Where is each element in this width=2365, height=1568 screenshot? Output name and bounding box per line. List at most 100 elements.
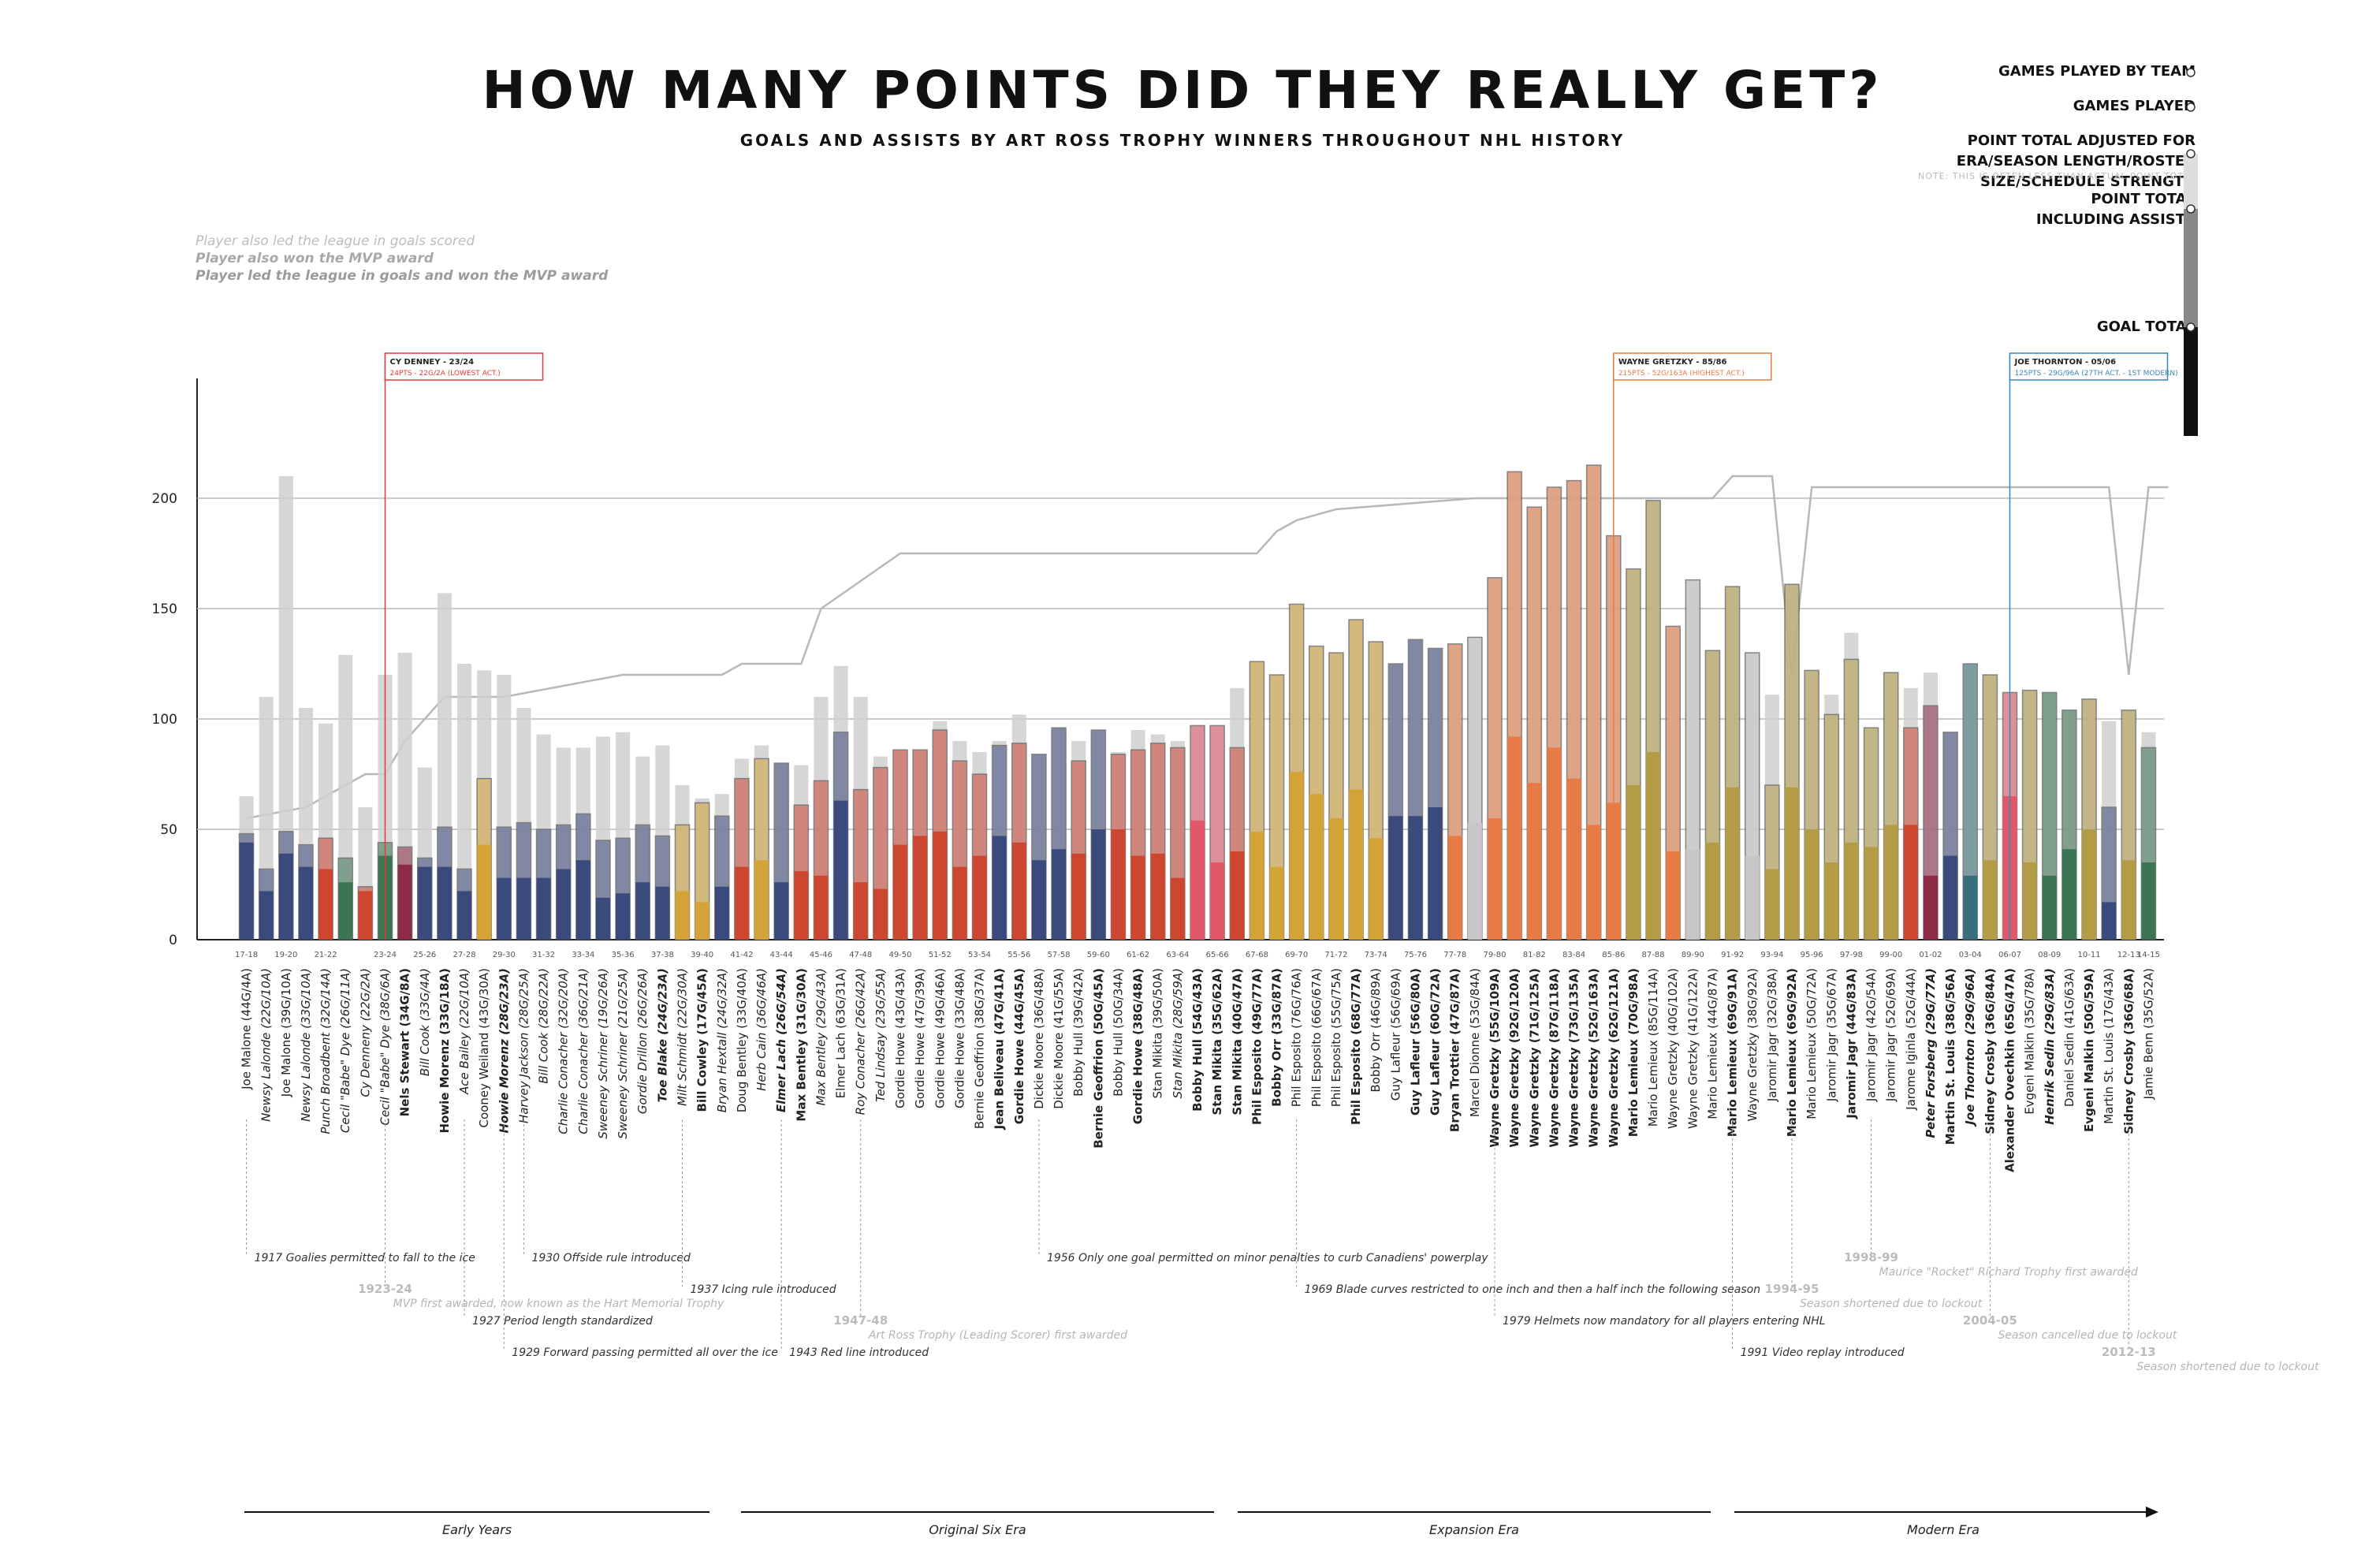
player-label: Wayne Gretzky (41G/122A) <box>1685 968 1700 1129</box>
goals-bar <box>1586 825 1601 940</box>
player-label: Howie Morenz (28G/23A) <box>497 968 511 1134</box>
goals-bar <box>754 860 769 940</box>
legend-adjusted-note: NOTE: THIS IS OFTEN LESS THAN ACTUAL POI… <box>1918 171 2196 181</box>
goals-bar <box>259 891 274 940</box>
goals-bar <box>695 902 710 940</box>
note-goals-mvp: Player led the league in goals and won t… <box>196 268 609 284</box>
season-label: 47-48 <box>849 951 872 959</box>
legend-marker <box>2186 204 2196 214</box>
goals-bar <box>1685 849 1700 940</box>
season-label: 23-24 <box>374 951 397 959</box>
season-label: 89-90 <box>1682 951 1704 959</box>
player-label: Joe Malone (44G/4A) <box>240 968 254 1090</box>
season-label: 39-40 <box>691 951 713 959</box>
goals-bar <box>1943 855 1958 940</box>
legend-team-games: GAMES PLAYED BY TEAM <box>1998 63 2196 80</box>
goals-bar <box>1883 825 1898 940</box>
goals-bar <box>2061 849 2076 940</box>
timeline-year: 1923-24 <box>358 1282 412 1296</box>
legend-marker <box>2186 322 2196 332</box>
timeline-note: MVP first awarded, now known as the Hart… <box>393 1298 724 1310</box>
season-label: 41-42 <box>730 951 753 959</box>
season-label: 01-02 <box>1919 951 1942 959</box>
player-label: Evgeni Malkin (50G/59A) <box>2082 968 2096 1132</box>
season-label: 17-18 <box>235 951 258 959</box>
player-label: Stan Mikita (39G/50A) <box>1151 968 1165 1099</box>
era-label: Original Six Era <box>929 1522 1026 1537</box>
y-tick-label: 50 <box>160 822 177 838</box>
legend-swatch-points <box>2184 209 2198 327</box>
player-label: Gordie Howe (44G/45A) <box>1012 968 1026 1124</box>
season-label: 73-74 <box>1365 951 1387 959</box>
season-label: 71-72 <box>1324 951 1347 959</box>
goals-bar <box>1547 747 1562 940</box>
goals-bar <box>1269 866 1284 940</box>
era-arrow-head <box>2146 1507 2158 1518</box>
player-label: Jamie Benn (35G/52A) <box>2141 968 2155 1101</box>
goals-bar <box>1725 787 1740 940</box>
season-label: 51-52 <box>929 951 952 959</box>
goals-bar <box>556 869 571 940</box>
legend-swatch-goals <box>2184 327 2198 436</box>
player-label: Herb Cain (36G/46A) <box>754 968 769 1091</box>
player-label: Wayne Gretzky (55G/109A) <box>1488 968 1502 1148</box>
player-label: Cooney Weiland (43G/30A) <box>477 968 491 1128</box>
player-label: Phil Esposito (76G/76A) <box>1290 968 1304 1107</box>
season-label: 91-92 <box>1721 951 1744 959</box>
goals-bar <box>1983 860 1998 940</box>
callout-text: 215PTS - 52G/163A (HIGHEST ACT.) <box>1618 370 1745 378</box>
season-label: 37-38 <box>651 951 674 959</box>
season-label: 33-34 <box>572 951 594 959</box>
player-label: Jaromir Jagr (35G/67A) <box>1824 968 1838 1102</box>
goals-bar <box>1111 829 1126 940</box>
player-label: Gordie Howe (49G/46A) <box>933 968 947 1108</box>
player-label: Newsy Lalonde (33G/10A) <box>299 968 313 1122</box>
season-label: 31-32 <box>532 951 555 959</box>
goals-bar <box>1824 862 1839 940</box>
callout-box <box>384 352 544 381</box>
player-label: Ace Bailey (22G/10A) <box>457 968 471 1095</box>
player-label: Marcel Dionne (53G/84A) <box>1468 968 1482 1117</box>
player-label: Charlie Conacher (32G/20A) <box>557 968 571 1134</box>
player-label: Mario Lemieux (44G/87A) <box>1705 968 1719 1119</box>
player-label: Phil Esposito (66G/67A) <box>1309 968 1324 1107</box>
season-label: 59-60 <box>1087 951 1110 959</box>
goals-bar <box>635 882 650 940</box>
goals-bar <box>2121 860 2136 940</box>
player-label: Phil Esposito (55G/75A) <box>1329 968 1343 1107</box>
goals-bar <box>1052 849 1067 940</box>
player-label: Wayne Gretzky (71G/125A) <box>1527 968 1541 1148</box>
goals-bar <box>833 800 848 940</box>
player-label: Jaromir Jagr (42G/54A) <box>1864 968 1879 1102</box>
player-label: Stan Mikita (40G/47A) <box>1230 968 1244 1115</box>
note-goals-leader: Player also led the league in goals scor… <box>196 233 475 249</box>
season-label: 06-07 <box>1998 951 2021 959</box>
goals-bar <box>1328 818 1343 940</box>
goals-bar <box>1864 847 1879 940</box>
goals-bar <box>239 842 254 940</box>
goals-bar <box>952 866 967 940</box>
player-label: Wayne Gretzky (73G/135A) <box>1567 968 1581 1148</box>
goals-bar <box>2042 875 2057 940</box>
timeline-note: 1930 Offside rule introduced <box>531 1252 691 1264</box>
timeline-note: Season shortened due to lockout <box>2136 1361 2319 1373</box>
era-label: Modern Era <box>1907 1522 1980 1537</box>
page-title: HOW MANY POINTS DID THEY REALLY GET? <box>482 60 1883 121</box>
player-label: Martin St. Louis (17G/43A) <box>2102 968 2116 1124</box>
player-label: Mario Lemieux (69G/92A) <box>1785 968 1799 1137</box>
goals-bar <box>278 853 293 940</box>
y-tick-label: 150 <box>152 602 177 617</box>
player-label: Joe Thornton (29G/96A) <box>1963 968 1977 1127</box>
player-label: Punch Broadbent (32G/14A) <box>318 968 333 1134</box>
y-tick-label: 0 <box>169 933 177 948</box>
season-label: 27-28 <box>453 951 476 959</box>
season-label: 53-54 <box>968 951 991 959</box>
player-label: Nels Stewart (34G/8A) <box>398 968 412 1116</box>
callout-title: WAYNE GRETZKY - 85/86 <box>1618 358 1727 367</box>
goals-bar <box>873 888 888 940</box>
callout-text: 24PTS - 22G/2A (LOWEST ACT.) <box>390 370 501 378</box>
goals-bar <box>1250 831 1264 940</box>
season-label: 87-88 <box>1642 951 1665 959</box>
season-label: 79-80 <box>1483 951 1506 959</box>
